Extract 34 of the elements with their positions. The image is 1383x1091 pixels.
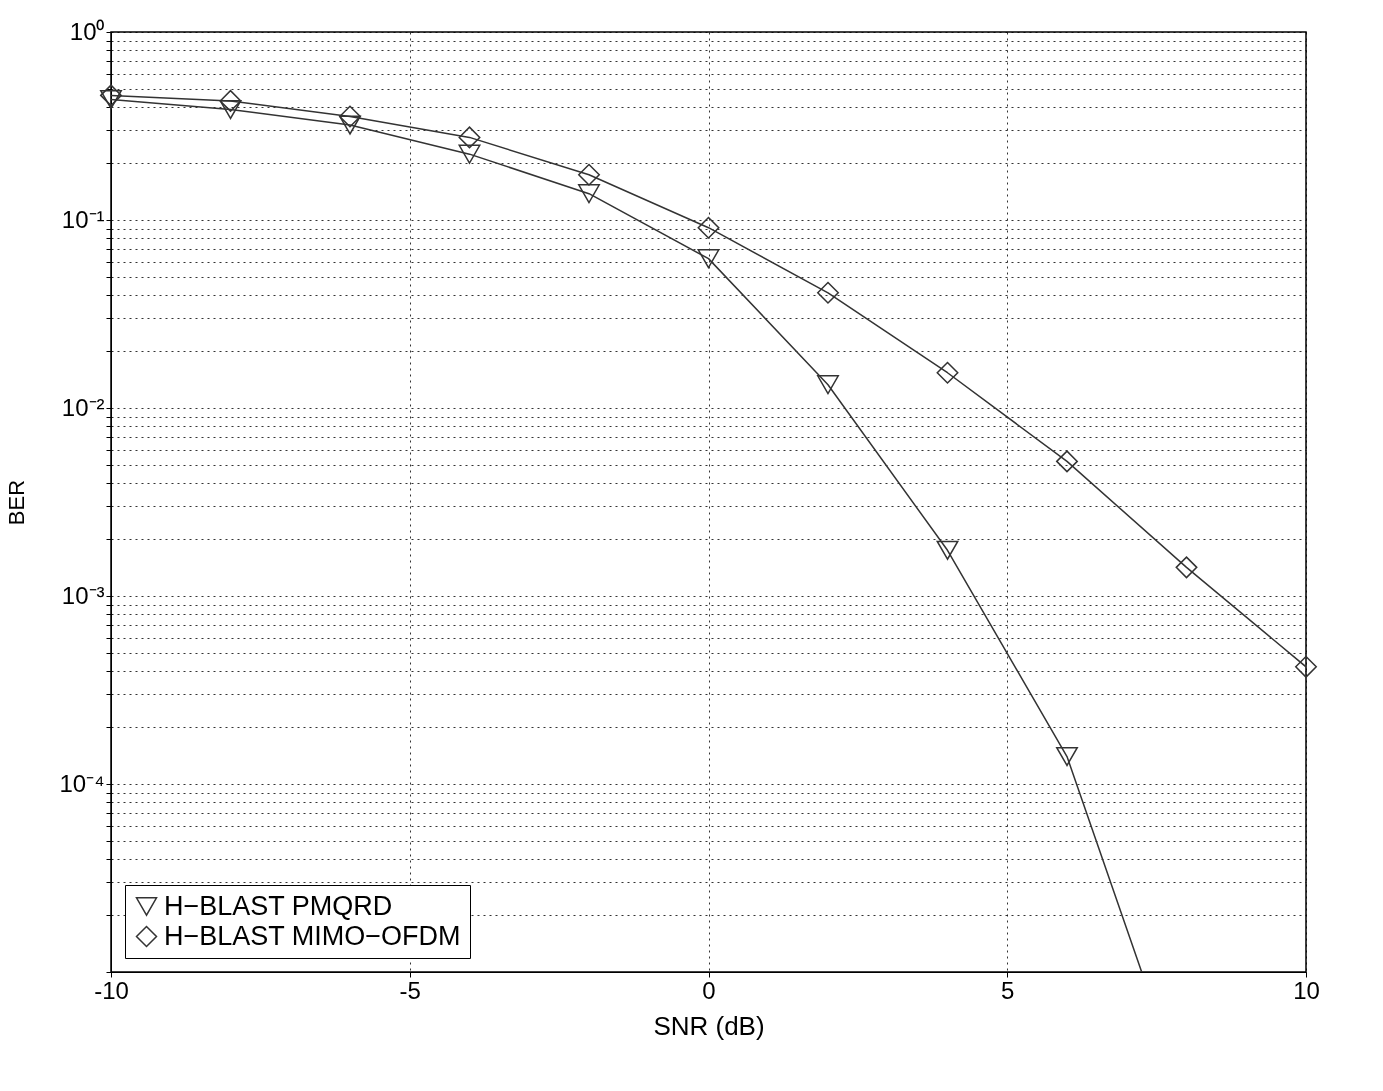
point	[697, 216, 720, 239]
x-tick-label: 10	[1293, 976, 1320, 1004]
point	[697, 249, 720, 269]
point	[578, 163, 600, 186]
point	[339, 115, 361, 135]
y-tick-label: 10⁻⁴	[59, 769, 105, 797]
x-axis-title: SNR (dB)	[653, 1010, 765, 1041]
point	[100, 89, 122, 110]
point	[936, 361, 959, 384]
point	[1295, 655, 1317, 678]
legend-label: H−BLAST MIMO−OFDM	[164, 920, 461, 951]
x-tick-label: 0	[702, 976, 716, 1004]
point	[817, 375, 839, 395]
x-tick-label: -5	[399, 976, 421, 1004]
point	[458, 144, 481, 164]
y-tick-label: 10⁻¹	[61, 205, 105, 233]
y-tick-label: 10⁻³	[61, 581, 105, 609]
point	[219, 99, 242, 120]
point	[578, 184, 600, 204]
y-tick-label: 10⁻²	[61, 393, 105, 421]
point	[458, 126, 481, 149]
legend-label: H−BLAST PMQRD	[164, 890, 393, 921]
point	[817, 281, 839, 304]
y-axis-title: BER	[4, 479, 30, 526]
point	[1056, 746, 1078, 767]
point	[1175, 556, 1198, 579]
point	[339, 105, 361, 128]
point	[1056, 450, 1078, 473]
point	[100, 84, 122, 107]
point	[936, 540, 959, 560]
x-tick-label: -10	[94, 976, 129, 1004]
point	[219, 89, 242, 112]
x-tick-label: 5	[1001, 976, 1015, 1004]
y-tick-label: 10⁰	[69, 17, 105, 45]
